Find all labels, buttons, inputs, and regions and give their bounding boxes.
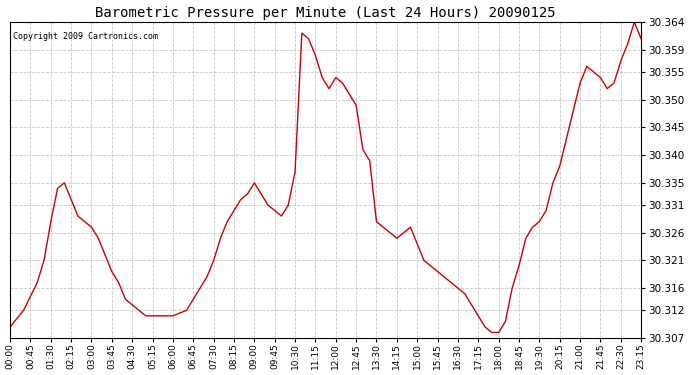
Text: Copyright 2009 Cartronics.com: Copyright 2009 Cartronics.com xyxy=(13,32,158,40)
Title: Barometric Pressure per Minute (Last 24 Hours) 20090125: Barometric Pressure per Minute (Last 24 … xyxy=(95,6,556,20)
